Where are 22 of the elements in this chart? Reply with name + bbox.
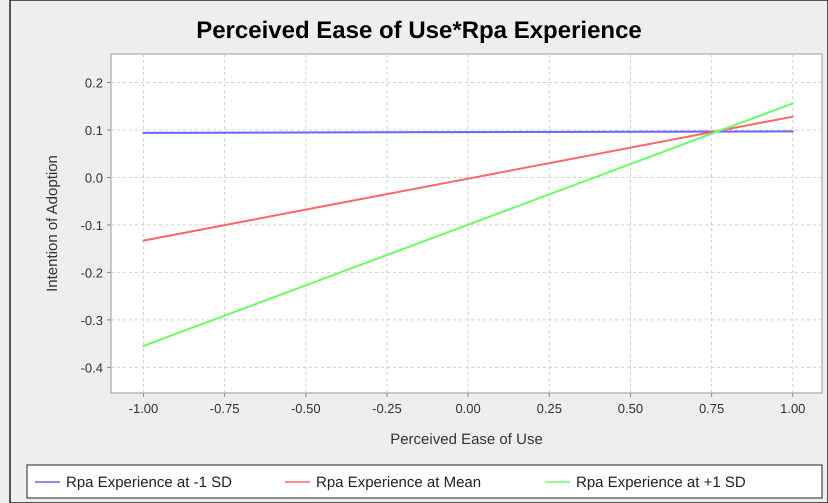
y-tick-label: 0.0 bbox=[84, 170, 103, 186]
y-tick-label: -0.2 bbox=[80, 265, 103, 280]
y-tick-label: 0.1 bbox=[84, 122, 103, 138]
legend-label: Rpa Experience at Mean bbox=[316, 474, 482, 491]
x-tick-label: 0.25 bbox=[536, 401, 562, 416]
x-tick-label: -0.50 bbox=[290, 401, 321, 416]
x-tick-label: 0.75 bbox=[698, 401, 724, 416]
x-tick-label: 0.00 bbox=[455, 401, 481, 416]
x-tick-label: -0.25 bbox=[372, 401, 402, 416]
x-tick-label: -0.75 bbox=[210, 401, 240, 416]
y-tick-label: 0.2 bbox=[84, 75, 103, 90]
y-tick-label: -0.1 bbox=[80, 218, 103, 233]
x-tick-label: 0.50 bbox=[618, 401, 644, 416]
y-axis-title: Intention of Adoption bbox=[44, 155, 61, 292]
y-tick-label: -0.4 bbox=[80, 360, 103, 376]
chart-title: Perceived Ease of Use*Rpa Experience bbox=[196, 17, 642, 44]
y-tick-label: -0.3 bbox=[80, 312, 103, 328]
legend-label: Rpa Experience at -1 SD bbox=[66, 474, 232, 491]
x-tick-label: 1.00 bbox=[780, 401, 806, 416]
x-axis-title: Perceived Ease of Use bbox=[390, 431, 543, 448]
x-tick-label: -1.00 bbox=[128, 401, 158, 416]
legend-label: Rpa Experience at +1 SD bbox=[576, 474, 746, 491]
